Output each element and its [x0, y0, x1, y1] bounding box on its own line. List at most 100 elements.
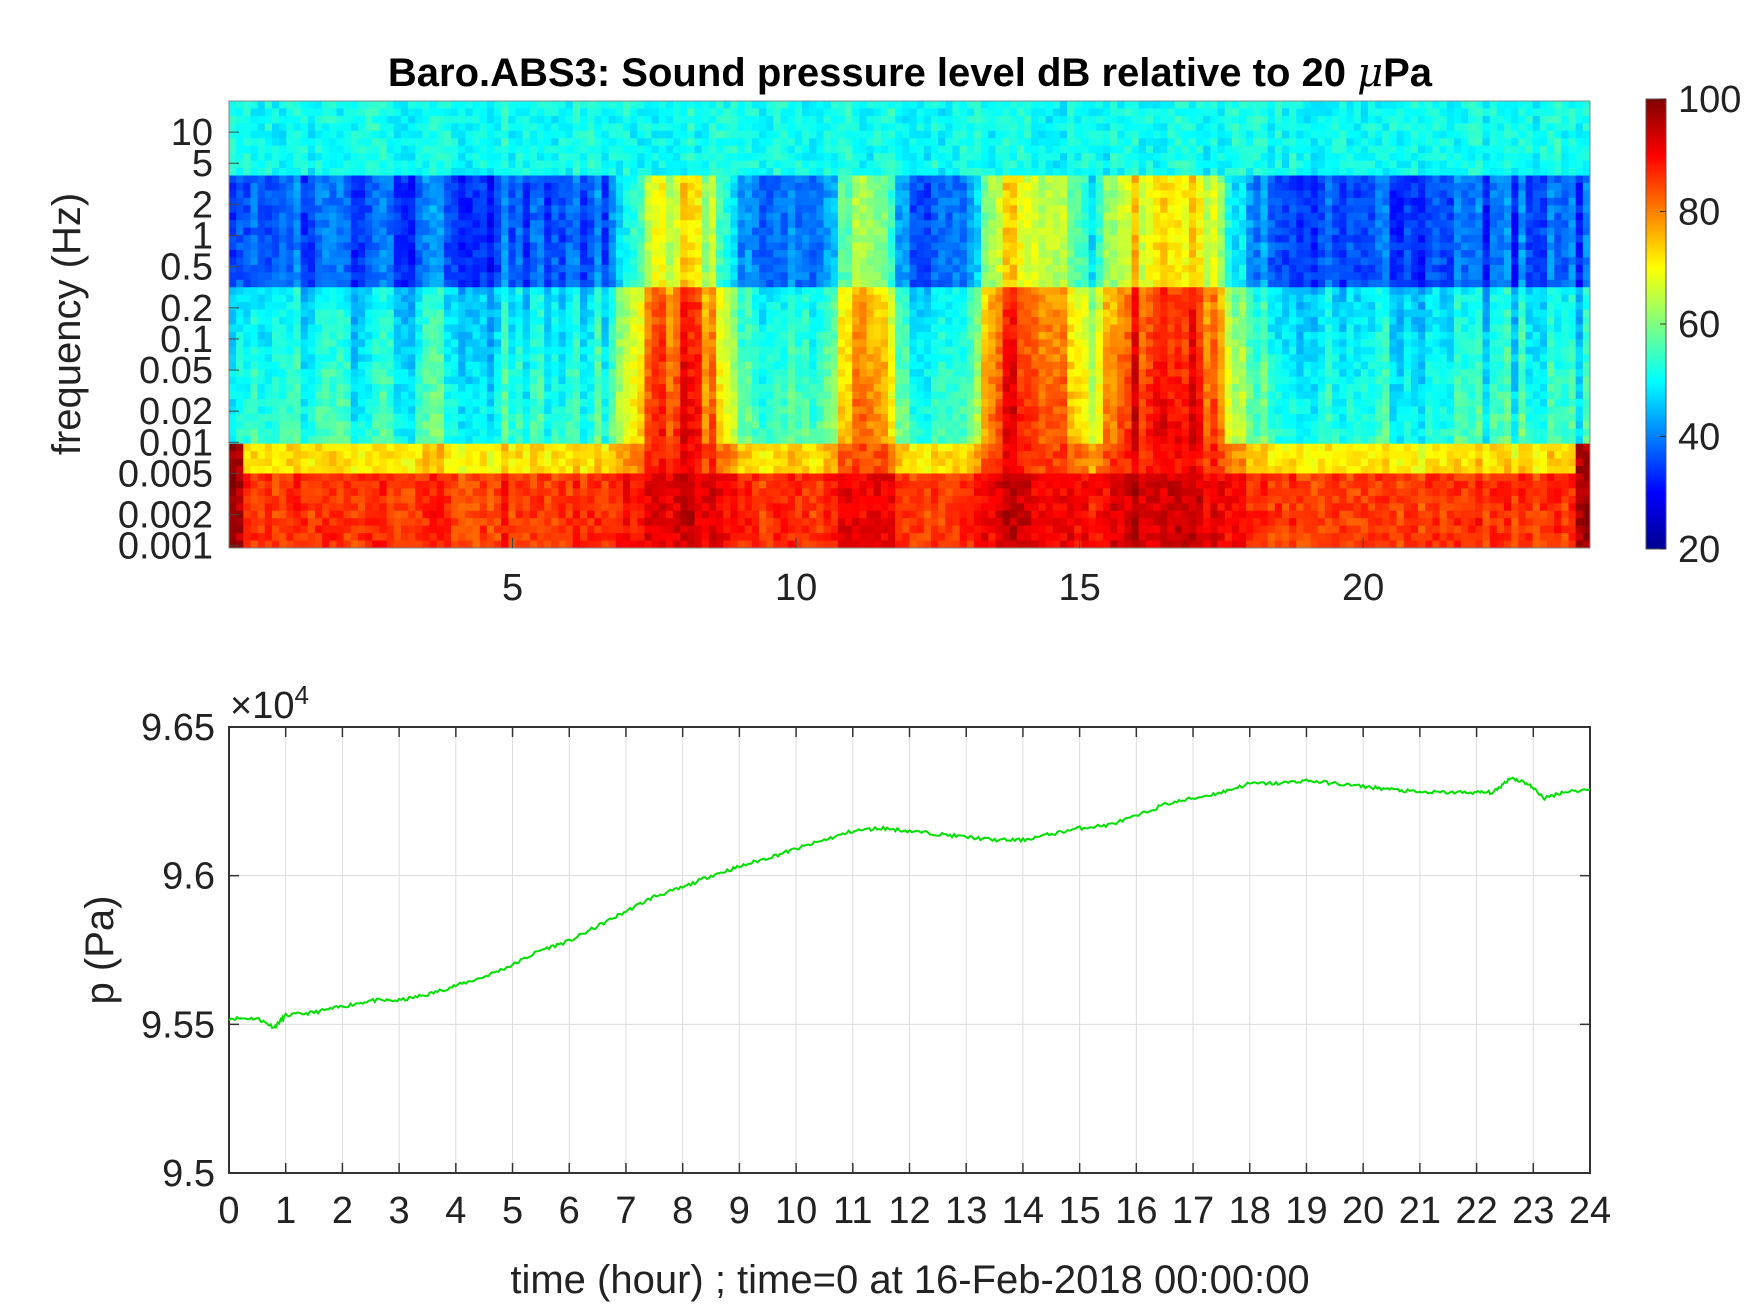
spectrogram-cell [400, 160, 409, 169]
spectrogram-cell [751, 384, 760, 393]
spectrogram-cell [236, 451, 244, 460]
spectrogram-cell [780, 272, 789, 281]
spectrogram-cell [458, 130, 466, 139]
spectrogram-cell [594, 235, 603, 244]
spectrogram-cell [794, 480, 803, 489]
spectrogram-cell [737, 384, 746, 393]
spectrogram-cell [429, 182, 438, 191]
spectrogram-cell [343, 443, 352, 452]
spectrogram-cell [565, 108, 574, 117]
spectrogram-cell [694, 115, 703, 124]
spectrogram-cell [544, 473, 552, 482]
spectrogram-cell [637, 130, 646, 139]
spectrogram-cell [630, 376, 638, 385]
spectrogram-cell [372, 428, 381, 437]
spectrogram-cell [343, 220, 352, 229]
spectrogram-cell [501, 361, 509, 370]
spectrogram-cell [730, 376, 739, 385]
spectrogram-cell [816, 175, 825, 184]
spectrogram-cell [737, 488, 746, 497]
spectrogram-cell [802, 399, 810, 408]
spectrogram-cell [229, 488, 237, 497]
spectrogram-cell [802, 369, 810, 378]
spectrogram-cell [637, 309, 646, 318]
spectrogram-cell [393, 257, 402, 266]
spectrogram-cell [400, 361, 409, 370]
spectrogram-cell [658, 175, 667, 184]
spectrogram-cell [658, 495, 667, 504]
spectrogram-cell [744, 391, 753, 400]
spectrogram-cell [723, 488, 732, 497]
spectrogram-cell [422, 473, 431, 482]
spectrogram-cell [279, 220, 287, 229]
spectrogram-cell [730, 242, 739, 251]
spectrogram-cell [723, 242, 732, 251]
spectrogram-cell [479, 503, 488, 512]
spectrogram-cell [501, 473, 509, 482]
spectrogram-cell [257, 354, 266, 363]
spectrogram-cell [766, 145, 774, 154]
spectrogram-cell [365, 108, 373, 117]
spectrogram-cell [773, 339, 782, 348]
spectrogram-cell [579, 533, 588, 542]
spectrogram-cell [551, 406, 560, 415]
spectrogram-cell [787, 227, 796, 236]
spectrogram-cell [494, 473, 502, 482]
spectrogram-cell [716, 130, 724, 139]
spectrogram-cell [314, 346, 323, 355]
spectrogram-cell [551, 346, 560, 355]
spectrogram-cell [229, 317, 237, 326]
spectrogram-cell [651, 399, 660, 408]
spectrogram-cell [558, 115, 567, 124]
spectrogram-cell [458, 205, 466, 214]
spectrogram-cell [744, 533, 753, 542]
spectrogram-cell [314, 466, 323, 475]
spectrogram-cell [723, 399, 732, 408]
spectrogram-cell [579, 399, 588, 408]
spectrogram-cell [486, 346, 495, 355]
spectrogram-cell [479, 540, 488, 548]
spectrogram-cell [809, 399, 817, 408]
spectrogram-cell [802, 279, 810, 288]
spectrogram-cell [336, 451, 345, 460]
spectrogram-cell [622, 384, 631, 393]
spectrogram-cell [673, 182, 681, 191]
spectrogram-cell [393, 421, 402, 430]
spectrogram-cell [314, 287, 323, 296]
spectrogram-cell [680, 324, 689, 333]
spectrogram-cell [630, 123, 638, 132]
spectrogram-cell [372, 421, 381, 430]
spectrogram-cell [408, 518, 416, 527]
spectrogram-cell [608, 540, 617, 548]
spectrogram-cell [594, 533, 603, 542]
spectrogram-cell [243, 160, 252, 169]
spectrogram-cell [365, 182, 373, 191]
spectrogram-cell [229, 421, 237, 430]
spectrogram-cell [279, 212, 287, 221]
spectrogram-cell [522, 272, 531, 281]
spectrogram-cell [816, 287, 825, 296]
spectrogram-cell [286, 473, 295, 482]
spectrogram-cell [479, 518, 488, 527]
spectrogram-cell [458, 354, 466, 363]
spectrogram-cell [551, 190, 560, 199]
spectrogram-cell [816, 153, 825, 162]
spectrogram-cell [408, 384, 416, 393]
spectrogram-cell [565, 160, 574, 169]
spectrogram-cell [479, 309, 488, 318]
spectrogram-cell [630, 391, 638, 400]
spectrogram-cell [780, 451, 789, 460]
spectrogram-cell [694, 160, 703, 169]
spectrogram-cell [393, 466, 402, 475]
spectrogram-cell [257, 466, 266, 475]
spectrogram-cell [365, 227, 373, 236]
spectrogram-cell [486, 108, 495, 117]
spectrogram-cell [386, 466, 395, 475]
spectrogram-cell [365, 495, 373, 504]
spectrogram-cell [307, 168, 316, 177]
spectrogram-cell [708, 421, 717, 430]
spectrogram-cell [587, 384, 595, 393]
spectrogram-cell [579, 309, 588, 318]
spectrogram-cell [350, 212, 359, 221]
spectrogram-cell [716, 451, 724, 460]
